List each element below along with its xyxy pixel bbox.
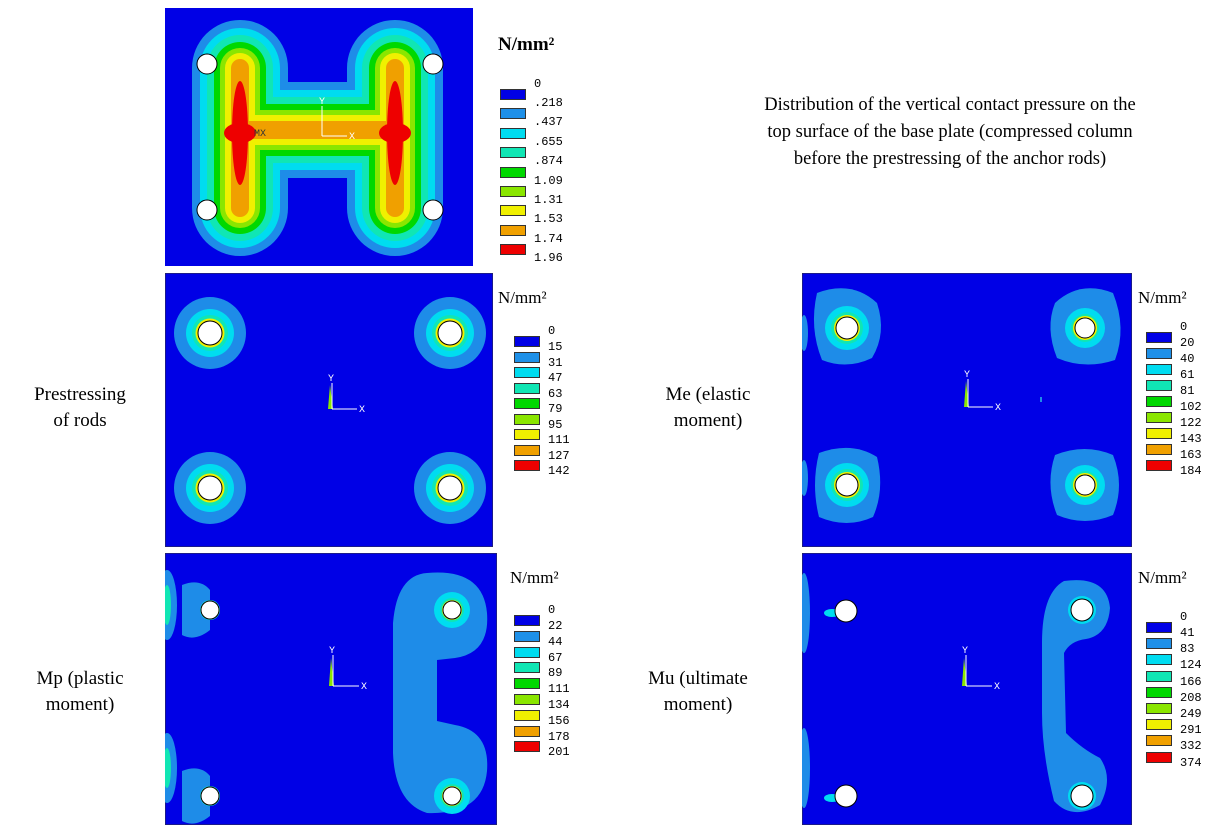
contour-plot-elastic-moment: Y X — [802, 273, 1132, 547]
unit-label-elastic-moment: N/mm² — [1138, 288, 1187, 307]
contour-plot-ultimate-moment: Y X — [802, 553, 1132, 825]
anchor-holes — [196, 53, 444, 221]
unit-label-top: N/mm² — [498, 34, 555, 55]
axis-y-label: Y — [319, 97, 325, 108]
caption-line-3: before the prestressing of the anchor ro… — [793, 149, 1107, 169]
contour-plot-compressed-column: Y X MX — [165, 8, 473, 266]
axis-triad: Y X — [964, 370, 1001, 414]
svg-text:Y: Y — [964, 370, 970, 381]
figure-caption: Distribution of the vertical contact pre… — [700, 92, 1200, 173]
unit-label-prestressing: N/mm² — [498, 288, 547, 307]
axis-triad: Y X — [962, 646, 1000, 693]
axis-triad: Y X — [329, 646, 367, 693]
axis-triad: Y X MX — [254, 97, 355, 143]
svg-text:Y: Y — [328, 374, 334, 385]
svg-text:X: X — [361, 682, 367, 693]
axis-triad: Y X — [328, 374, 365, 416]
contour-plot-prestressing: Y X — [165, 273, 493, 547]
svg-text:X: X — [995, 403, 1001, 414]
label-elastic-moment: Me (elastic moment) — [665, 384, 751, 431]
unit-label-ultimate-moment: N/mm² — [1138, 568, 1187, 587]
label-plastic-moment: Mp (plastic moment) — [36, 668, 124, 715]
svg-text:X: X — [359, 405, 365, 416]
label-prestressing: Prestressing of rods — [34, 384, 126, 431]
axis-x-label: X — [349, 132, 355, 143]
rod-zone — [174, 297, 486, 524]
label-ultimate-moment: Mu (ultimate moment) — [648, 668, 748, 715]
contour-plot-h-shape: Y X MX — [165, 8, 473, 266]
svg-text:Y: Y — [329, 646, 335, 657]
caption-line-1: Distribution of the vertical contact pre… — [764, 95, 1136, 115]
svg-text:X: X — [994, 682, 1000, 693]
contour-plot-plastic-moment: Y X — [165, 553, 497, 825]
unit-label-plastic-moment: N/mm² — [510, 568, 559, 587]
axis-mx-label: MX — [254, 129, 266, 140]
svg-text:Y: Y — [962, 646, 968, 657]
caption-line-2: top surface of the base plate (compresse… — [767, 122, 1133, 142]
